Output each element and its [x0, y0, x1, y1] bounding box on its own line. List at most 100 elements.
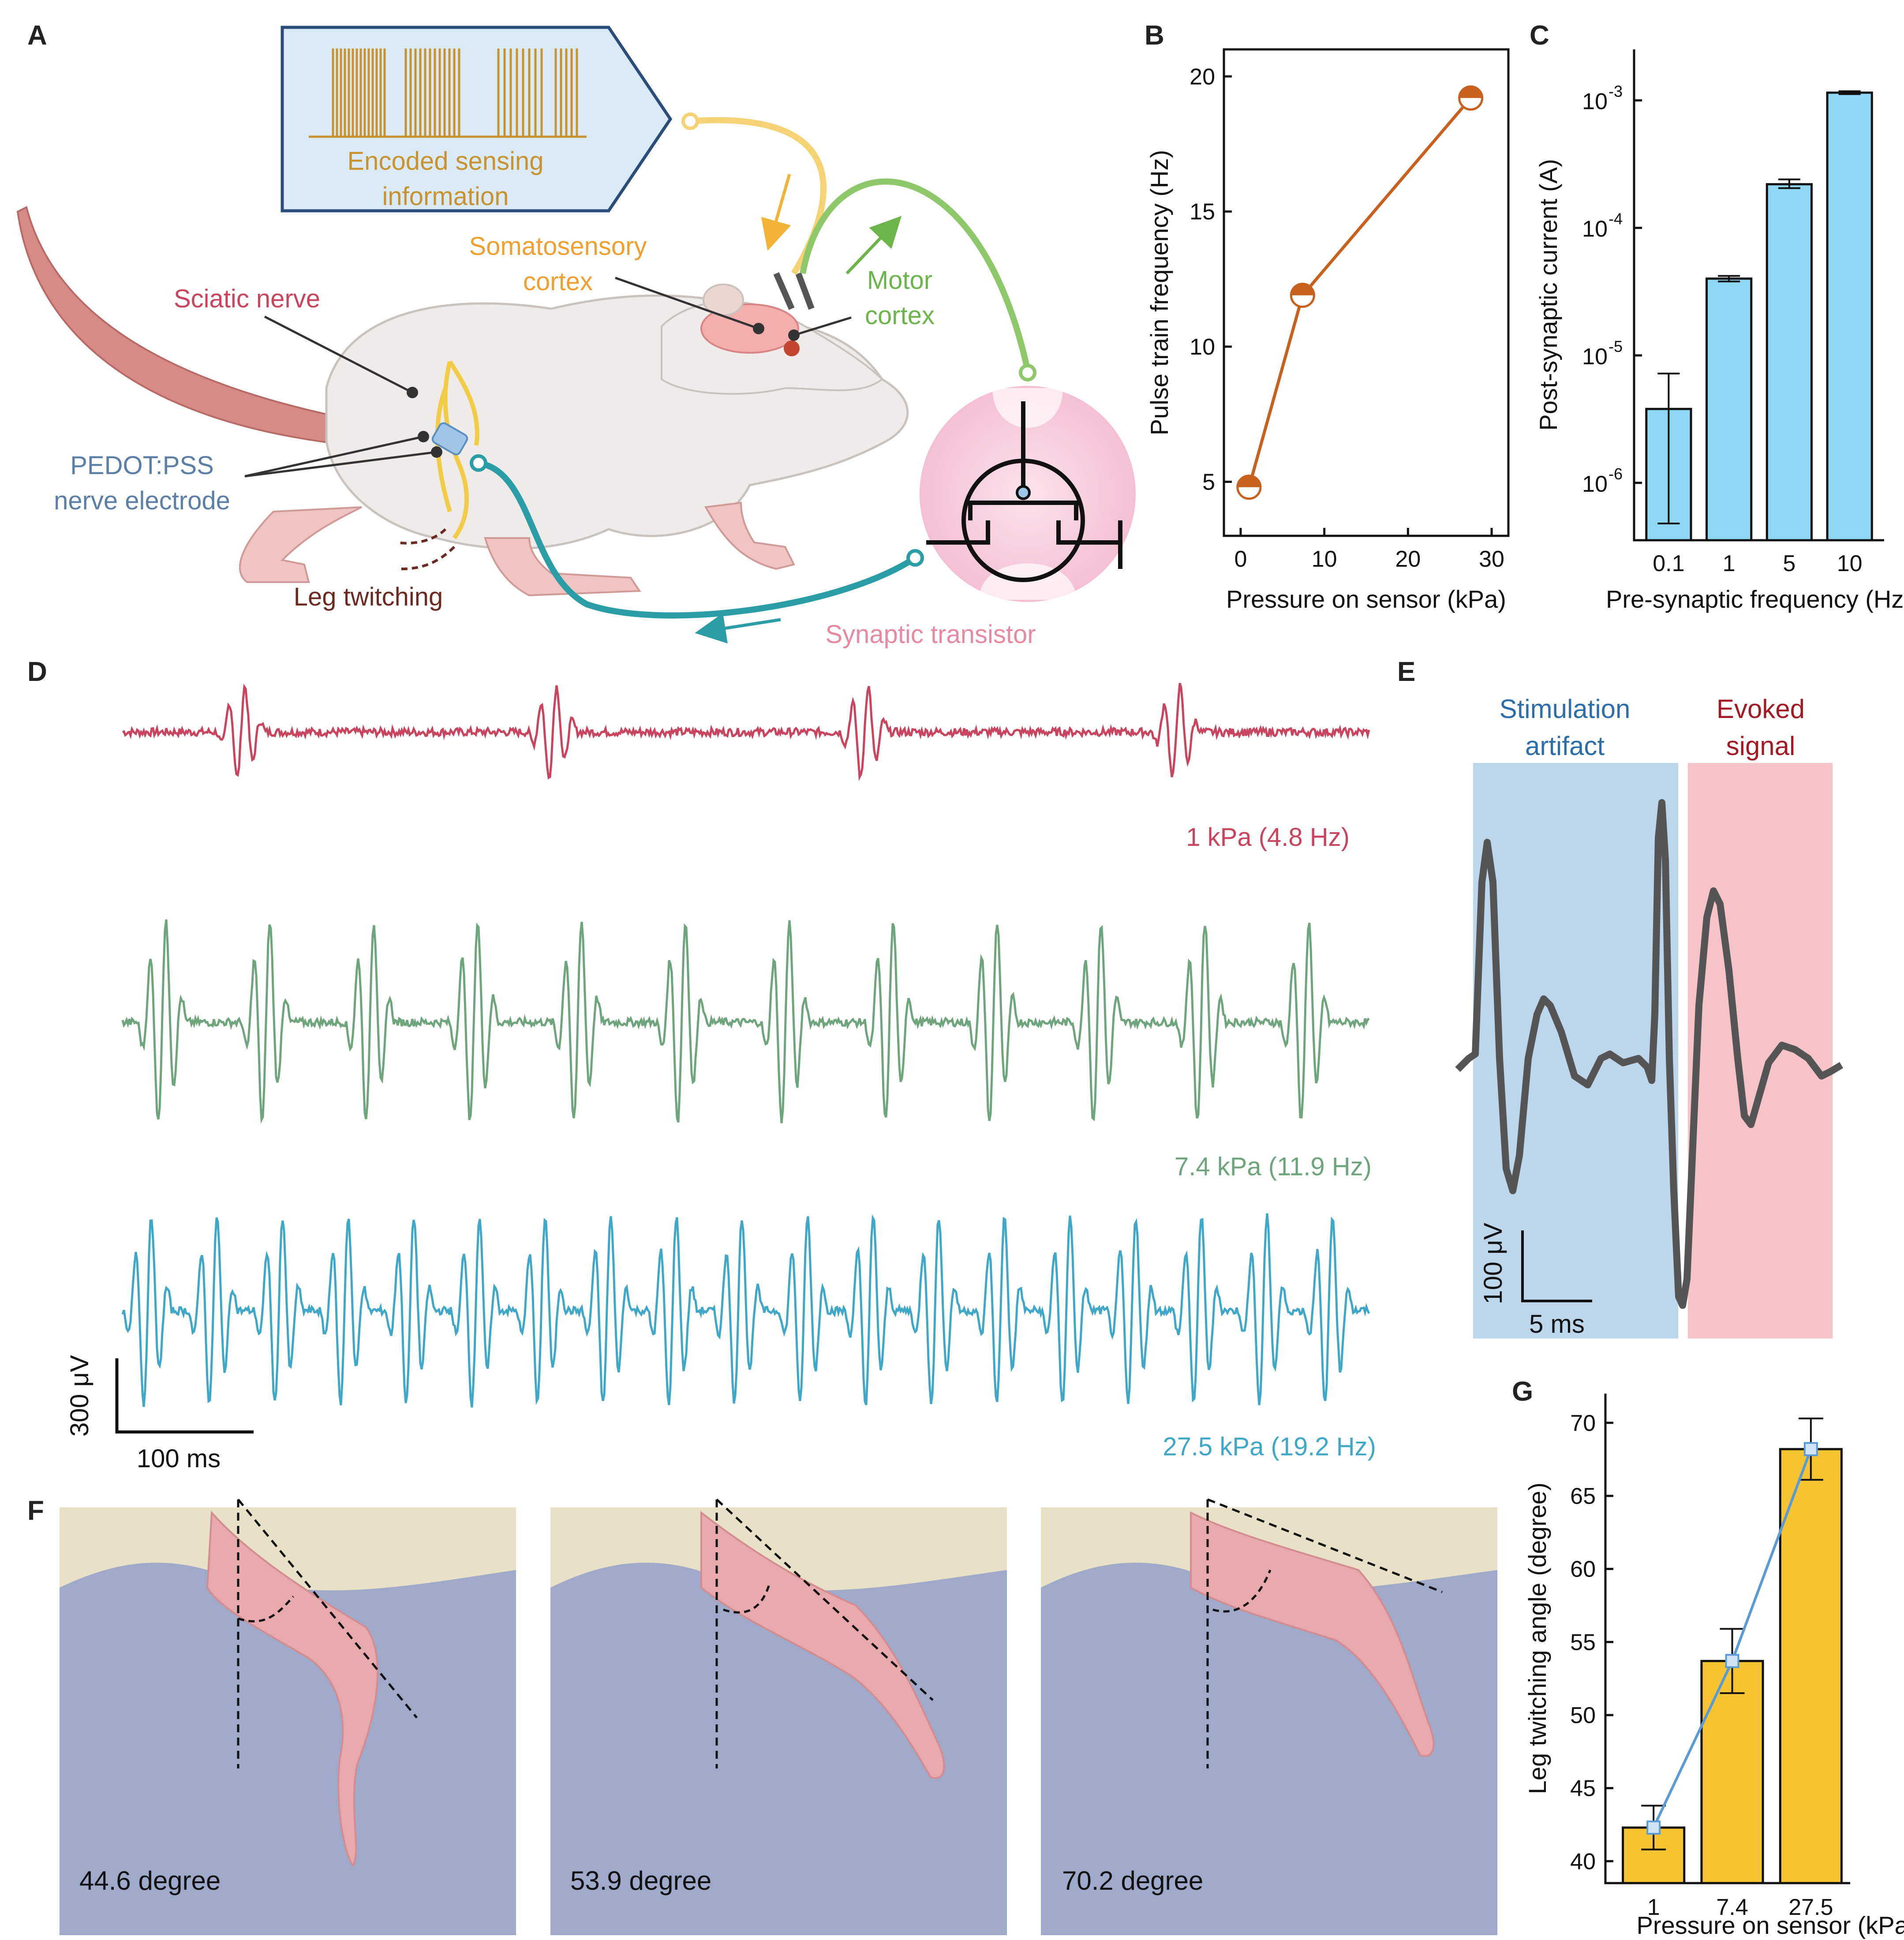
c-ylabel: Post-synaptic current (A) [1534, 159, 1562, 430]
pedot-label-1: PEDOT:PSS [70, 451, 214, 480]
e-scale-y-label: 100 μV [1479, 1222, 1507, 1304]
g-bar [1779, 1448, 1843, 1884]
b-plot-frame [1223, 48, 1510, 537]
motor-label-2: cortex [865, 301, 935, 330]
encoded-label-1: Encoded sensing [348, 147, 544, 176]
yellow-wire [690, 117, 827, 275]
b-ytick-label: 20 [1190, 64, 1215, 90]
b-ylabel: Pulse train frequency (Hz) [1145, 150, 1173, 435]
evoked-label-1: Evoked [1717, 694, 1805, 724]
g-ytick-label: 45 [1570, 1776, 1596, 1802]
d-scale-y-label: 300 μV [65, 1355, 94, 1436]
g-xtick-label: 1 [1647, 1895, 1660, 1920]
motor-label-1: Motor [867, 266, 932, 295]
rat-hind-leg [239, 506, 362, 583]
panel-label-g: G [1512, 1376, 1534, 1407]
trace-7-4kpa-label: 7.4 kPa (11.9 Hz) [1175, 1152, 1372, 1181]
stim-label-1: Stimulation [1500, 694, 1631, 724]
panel-label-c: C [1530, 20, 1549, 51]
evoked-trace [1455, 799, 1844, 1309]
sciatic-label: Sciatic nerve [174, 284, 320, 313]
rat-hind-leg-2 [484, 537, 641, 597]
b-ytick-label: 10 [1190, 334, 1215, 360]
stimulation-artifact-region [1473, 763, 1678, 1338]
c-ytick-exp: -3 [1608, 82, 1623, 101]
panel-label-e: E [1397, 657, 1416, 687]
c-ytick-label: 10 [1582, 217, 1608, 242]
encoded-spike-train [332, 49, 578, 137]
trace-27-5kpa [121, 1213, 1370, 1408]
g-bar [1700, 1660, 1764, 1884]
c-ytick-exp: -6 [1608, 465, 1623, 483]
e-scale-x-label: 5 ms [1529, 1310, 1585, 1338]
photo-1-label: 44.6 degree [79, 1866, 221, 1895]
pedot-label-2: nerve electrode [54, 486, 230, 515]
b-ytick-label: 5 [1202, 469, 1215, 495]
panel-label-d: D [27, 657, 47, 687]
panel-label-f: F [27, 1495, 44, 1526]
rat-body [325, 294, 909, 550]
panel-d-traces: 1 kPa (4.8 Hz) 7.4 kPa (11.9 Hz) 27.5 kP… [65, 683, 1376, 1473]
b-xtick-label: 20 [1395, 546, 1421, 572]
trace-1kpa-label: 1 kPa (4.8 Hz) [1186, 823, 1350, 852]
d-scale-bar [115, 1358, 254, 1434]
g-axes [1604, 1394, 1850, 1884]
rat-front-leg [704, 501, 795, 570]
c-xtick-label: 1 [1723, 551, 1736, 576]
c-ytick-label: 10 [1582, 89, 1608, 115]
g-ylabel: Leg twitching angle (degree) [1523, 1483, 1551, 1794]
panel-a-illustration: Encoded sensing information Somatosensor… [16, 26, 1136, 649]
trace-7-4kpa [121, 919, 1370, 1124]
b-ytick-label: 15 [1190, 199, 1215, 225]
b-xtick-label: 10 [1312, 546, 1337, 572]
c-xtick-label: 5 [1783, 551, 1796, 576]
c-bar [1706, 277, 1753, 542]
stim-label-2: artifact [1525, 731, 1605, 761]
rat-eye [784, 340, 800, 356]
b-point-fill [1459, 86, 1482, 98]
c-ytick-exp: -5 [1608, 337, 1623, 355]
c-bar [1766, 183, 1813, 542]
b-point-fill [1237, 475, 1261, 487]
trace-27-5kpa-label: 27.5 kPa (19.2 Hz) [1163, 1432, 1376, 1461]
encoded-info-box [281, 26, 673, 213]
panel-label-a: A [27, 20, 47, 51]
somatosensory-label-1: Somatosensory [469, 232, 647, 261]
c-xtick-label: 0.1 [1653, 551, 1684, 576]
e-scale-bar [1521, 1230, 1592, 1302]
g-ytick-label: 55 [1570, 1630, 1596, 1655]
g-ytick-label: 60 [1570, 1557, 1596, 1582]
g-ytick-label: 65 [1570, 1484, 1596, 1509]
leg-label: Leg twitching [294, 583, 443, 611]
photo-3-label: 70.2 degree [1062, 1866, 1203, 1895]
panel-e-trace: Stimulation artifact Evoked signal 100 μ… [1455, 694, 1844, 1338]
trace-1kpa [122, 683, 1370, 781]
evoked-signal-region [1688, 763, 1833, 1338]
g-ytick-label: 50 [1570, 1703, 1596, 1728]
encoded-label-2: information [382, 182, 509, 211]
green-wire [800, 178, 1031, 371]
b-xtick-label: 0 [1234, 546, 1247, 572]
c-ytick-label: 10 [1582, 344, 1608, 370]
g-trend-marker [1725, 1654, 1739, 1668]
c-ytick-exp: -4 [1608, 210, 1623, 228]
g-ytick-label: 40 [1570, 1849, 1596, 1874]
synaptic-label: Synaptic transistor [825, 620, 1036, 649]
c-xlabel: Pre-synaptic frequency (Hz) [1606, 585, 1904, 613]
d-scale-x-label: 100 ms [137, 1444, 221, 1473]
photo-1: 44.6 degree [60, 1499, 516, 1935]
c-xtick-label: 10 [1837, 551, 1863, 576]
pedot-electrode [431, 422, 468, 456]
panel-b-chart: 0 10 20 30 5 10 15 20 Pressure on sensor (kPa) Pu… [1145, 48, 1510, 613]
rat-tail [16, 206, 354, 447]
g-xlabel: Pressure on sensor (kPa) [1637, 1911, 1904, 1939]
b-point-fill [1291, 284, 1314, 295]
g-trend-marker [1803, 1442, 1818, 1456]
panel-label-b: B [1145, 20, 1164, 51]
g-ytick-label: 70 [1570, 1410, 1596, 1436]
panel-f-photos: 44.6 degree 53.9 degree 70.2 degree [60, 1498, 1497, 1935]
g-xtick-label: 27.5 [1788, 1895, 1833, 1920]
teal-wire [478, 460, 917, 619]
